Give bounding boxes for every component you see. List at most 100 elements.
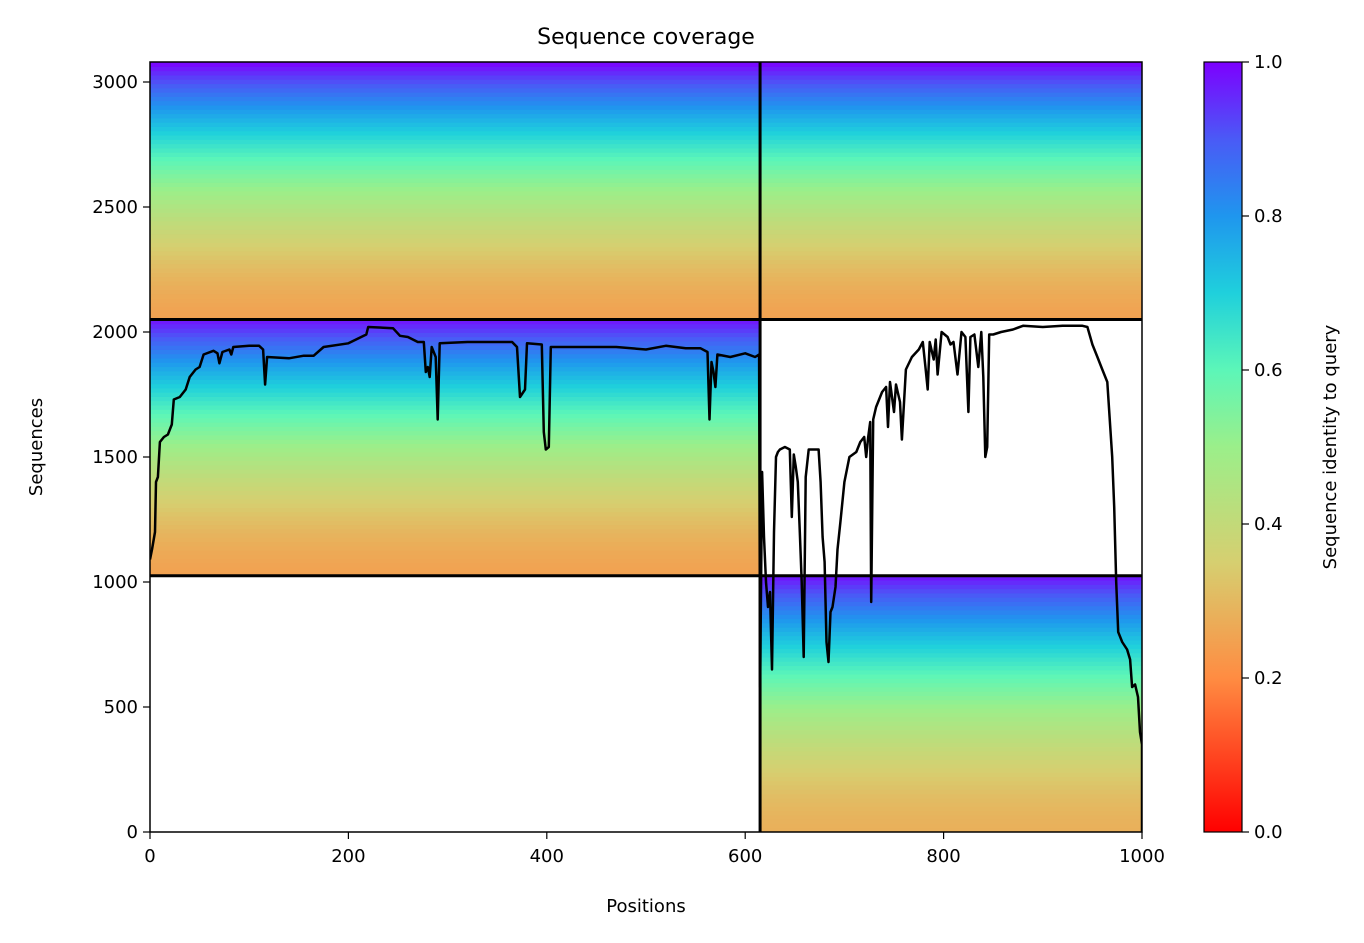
heatmap-band xyxy=(150,199,761,205)
heatmap-band xyxy=(760,695,1142,701)
heatmap-band xyxy=(760,580,1142,585)
heatmap-band xyxy=(760,592,1142,598)
heatmap-band xyxy=(760,126,1142,132)
heatmap-band xyxy=(150,396,761,402)
heatmap-band xyxy=(150,387,761,393)
heatmap-band xyxy=(760,169,1142,175)
heatmap-band xyxy=(760,190,1142,196)
colorbar xyxy=(1203,61,1243,833)
heatmap-band xyxy=(150,109,761,115)
heatmap-band xyxy=(760,703,1142,709)
heatmap-band xyxy=(760,96,1142,102)
heatmap-band xyxy=(760,216,1142,222)
heatmap-band xyxy=(150,456,761,462)
heatmap-band xyxy=(760,302,1142,308)
heatmap-band xyxy=(760,750,1142,756)
heatmap-band xyxy=(150,511,761,517)
heatmap-band xyxy=(150,349,761,355)
heatmap-band xyxy=(760,250,1142,256)
heatmap-band xyxy=(150,468,761,474)
heatmap-block-3 xyxy=(150,62,761,321)
heatmap-band xyxy=(760,122,1142,127)
heatmap-band xyxy=(150,366,761,372)
heatmap-band xyxy=(150,186,761,192)
heatmap-band xyxy=(760,177,1142,183)
x-tick-label: 600 xyxy=(728,846,762,867)
heatmap-band xyxy=(150,104,761,110)
heatmap-band xyxy=(760,143,1142,149)
heatmap-band xyxy=(150,182,761,188)
heatmap-band xyxy=(150,498,761,504)
plot-frame xyxy=(149,61,1143,833)
heatmap-band xyxy=(150,147,761,153)
heatmap-band xyxy=(150,362,761,368)
heatmap-band xyxy=(150,122,761,127)
heatmap-band xyxy=(760,806,1142,812)
heatmap-band xyxy=(760,588,1142,594)
heatmap-band xyxy=(760,716,1142,722)
y-tick-label: 2500 xyxy=(92,197,138,218)
heatmap-band xyxy=(760,682,1142,688)
heatmap-band xyxy=(760,797,1142,803)
heatmap-band xyxy=(150,554,761,560)
heatmap-band xyxy=(150,353,761,359)
heatmap-band xyxy=(150,383,761,389)
heatmap-band xyxy=(150,62,761,67)
heatmap-band xyxy=(760,738,1142,743)
heatmap-band xyxy=(760,785,1142,790)
heatmap-band xyxy=(760,246,1142,252)
heatmap-band xyxy=(150,229,761,235)
coverage-line xyxy=(150,324,1142,832)
heatmap-band xyxy=(150,503,761,509)
heatmap-band xyxy=(760,225,1142,230)
heatmap-band xyxy=(760,139,1142,145)
heatmap-band xyxy=(760,117,1142,123)
heatmap-band xyxy=(150,302,761,308)
heatmap-band xyxy=(760,268,1142,273)
heatmap-band xyxy=(150,96,761,102)
y-tick-label: 3000 xyxy=(92,72,138,93)
heatmap-band xyxy=(760,289,1142,295)
heatmap-band xyxy=(150,216,761,222)
heatmap-band xyxy=(760,92,1142,97)
heatmap-block-1 xyxy=(760,575,1142,832)
heatmap-block-4 xyxy=(760,62,1142,321)
heatmap-band xyxy=(150,336,761,342)
heatmap-band xyxy=(150,524,761,530)
heatmap-band xyxy=(760,229,1142,235)
heatmap-band xyxy=(150,177,761,183)
heatmap-band xyxy=(760,182,1142,188)
heatmap-band xyxy=(760,113,1142,119)
heatmap-band xyxy=(150,345,761,350)
heatmap-band xyxy=(150,460,761,466)
heatmap-band xyxy=(760,712,1142,718)
heatmap-band xyxy=(150,156,761,162)
heatmap-band xyxy=(150,233,761,239)
heatmap-band xyxy=(150,417,761,423)
heatmap-band xyxy=(150,494,761,500)
heatmap-band xyxy=(760,823,1142,829)
heatmap-band xyxy=(760,652,1142,658)
heatmap-band xyxy=(150,74,761,80)
heatmap-band xyxy=(150,306,761,312)
colorbar-tick-label: 0.4 xyxy=(1254,514,1283,535)
heatmap-band xyxy=(760,220,1142,226)
heatmap-band xyxy=(760,597,1142,602)
heatmap-band xyxy=(150,79,761,85)
heatmap-band xyxy=(150,143,761,149)
heatmap-band xyxy=(760,130,1142,136)
heatmap-band xyxy=(760,669,1142,675)
heatmap-band xyxy=(150,375,761,380)
y-tick-label: 1500 xyxy=(92,447,138,468)
colorbar-tick-label: 0.6 xyxy=(1254,360,1283,381)
heatmap-band xyxy=(760,186,1142,192)
heatmap-band xyxy=(150,263,761,269)
heatmap-band xyxy=(760,87,1142,93)
heatmap-band xyxy=(150,507,761,513)
heatmap-band xyxy=(760,298,1142,303)
heatmap-band xyxy=(150,404,761,410)
heatmap-band xyxy=(150,190,761,196)
heatmap-band xyxy=(150,113,761,119)
heatmap-band xyxy=(760,648,1142,654)
